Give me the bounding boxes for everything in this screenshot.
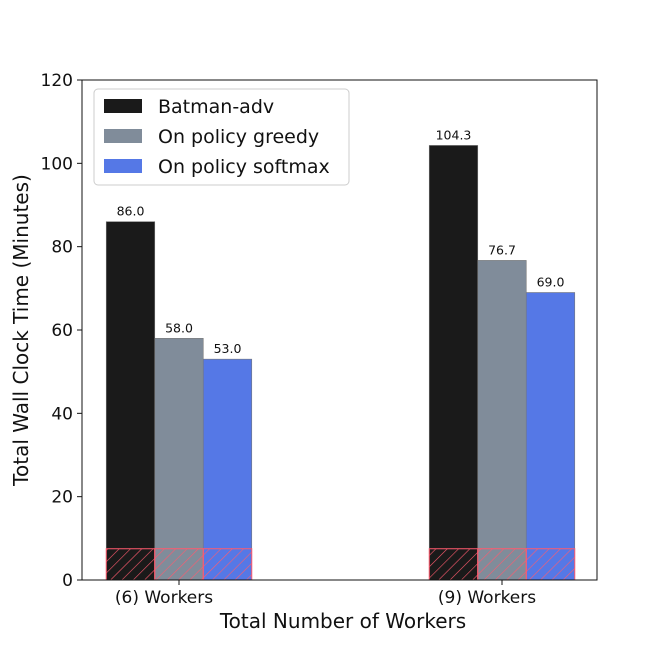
bar [428, 145, 479, 581]
y-tick-label: 120 [41, 71, 73, 91]
legend-swatch [104, 159, 142, 173]
legend-label: On policy greedy [158, 126, 319, 148]
bars-group [105, 145, 576, 581]
legend-swatch [104, 99, 142, 113]
data-labels-group: 86.0 104.3 58.0 76.7 53.0 69.0 [117, 127, 565, 356]
legend-box [93, 88, 350, 186]
y-tick-label: 20 [51, 488, 73, 508]
data-label: 86.0 [117, 204, 145, 219]
x-axis: (6) Workers (9) Workers [115, 580, 536, 608]
bar [105, 221, 156, 581]
legend: Batman-adv On policy greedy On policy soft… [93, 88, 350, 186]
y-tick-label: 0 [62, 571, 73, 591]
legend-label: On policy softmax [158, 156, 330, 178]
bar [477, 260, 527, 581]
hatch-group [105, 548, 576, 581]
x-axis-label: Total Number of Workers [219, 609, 466, 633]
data-label: 76.7 [488, 242, 516, 257]
data-label: 58.0 [165, 320, 193, 335]
data-label: 104.3 [436, 127, 472, 142]
y-tick-label: 100 [41, 154, 73, 174]
x-tick-label: (6) Workers [115, 588, 213, 608]
legend-swatch [104, 129, 142, 143]
y-tick-label: 80 [51, 238, 73, 258]
y-tick-label: 60 [51, 321, 73, 341]
hatched-base [105, 548, 156, 581]
y-tick-label: 40 [51, 404, 73, 424]
hatched-base [202, 548, 253, 581]
data-label: 69.0 [537, 275, 565, 290]
bar [202, 358, 253, 581]
x-tick-label: (9) Workers [438, 588, 536, 608]
bar [525, 292, 576, 581]
hatched-base [525, 548, 576, 581]
y-axis-label: Total Wall Clock Time (Minutes) [9, 174, 33, 487]
hatched-base [477, 548, 527, 581]
data-label: 53.0 [214, 341, 242, 356]
legend-label: Batman-adv [158, 96, 274, 118]
hatched-base [154, 548, 204, 581]
y-axis: 0 20 40 60 80 100 120 [41, 71, 82, 591]
bar [154, 338, 204, 581]
hatched-base [428, 548, 479, 581]
